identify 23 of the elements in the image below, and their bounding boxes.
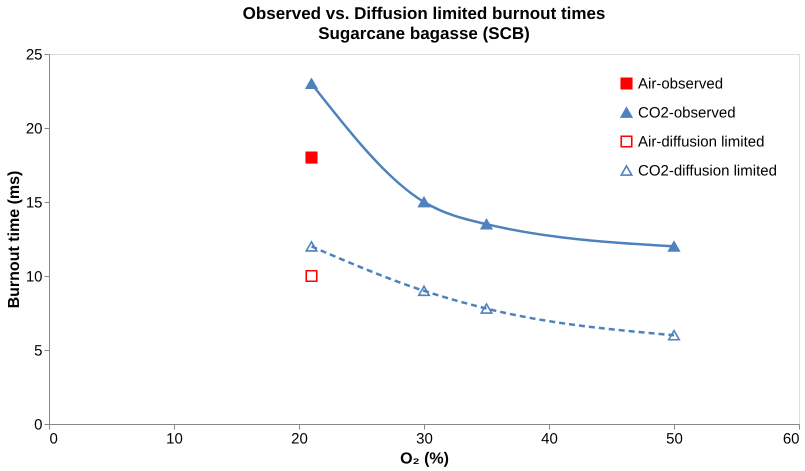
y-tick-label: 25 — [26, 46, 42, 64]
point — [305, 270, 318, 282]
x-tick-label: 60 — [782, 430, 800, 448]
x-tick-label: 10 — [166, 430, 183, 448]
x-axis-title: O₂ (%) — [400, 450, 449, 468]
chart-subtitle: Sugarcane bagasse (SCB) — [318, 24, 530, 43]
y-tick-label: 10 — [26, 268, 42, 286]
y-tick-label: 5 — [34, 342, 42, 360]
legend-label: CO2-observed — [638, 104, 736, 122]
y-tick-label: 0 — [34, 416, 42, 434]
x-tick-label: 40 — [541, 430, 558, 448]
legend-label: Air-diffusion limited — [638, 134, 764, 150]
y-axis-title: Burnout time (ms) — [6, 170, 23, 308]
legend-label: Air-observed — [638, 76, 724, 92]
x-tick-label: 50 — [666, 430, 683, 448]
x-tick-label: 20 — [291, 430, 308, 448]
x-tick-label: 0 — [50, 430, 58, 448]
y-tick-label: 20 — [26, 120, 42, 138]
x-tick-label: 30 — [416, 430, 433, 448]
point — [305, 152, 318, 164]
y-tick-label: 15 — [26, 194, 42, 212]
chart-title: Observed vs. Diffusion limited burnout times — [242, 4, 606, 23]
legend-label: CO2-diffusion limited — [638, 162, 777, 180]
